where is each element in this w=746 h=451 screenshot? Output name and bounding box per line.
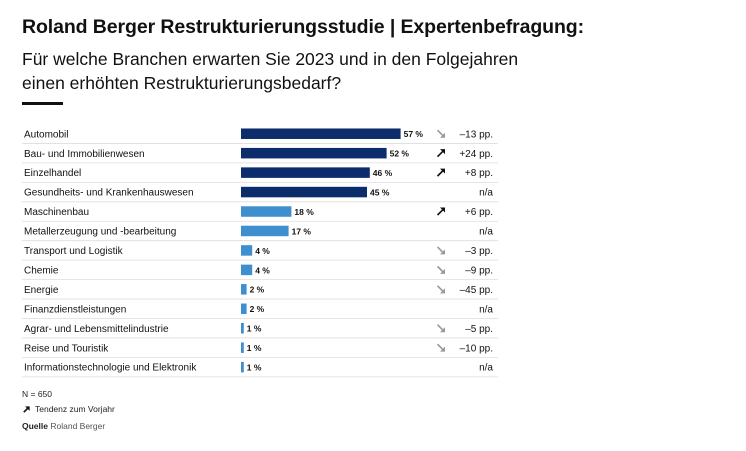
value-label: 18 % (294, 207, 314, 217)
value-label: 2 % (250, 304, 265, 314)
arrow-down-icon (436, 285, 445, 294)
arrow-down-icon (436, 246, 445, 255)
category-label: Einzelhandel (24, 168, 81, 179)
source-label: Quelle (22, 421, 48, 431)
category-label: Agrar- und Lebensmittelindustrie (24, 324, 169, 335)
category-label: Maschinenbau (24, 207, 89, 218)
arrow-down-icon (436, 129, 445, 138)
bar (241, 342, 244, 353)
arrow-up-icon (436, 207, 445, 216)
bar (241, 303, 247, 315)
value-label: 4 % (255, 265, 270, 275)
bar (241, 225, 289, 237)
value-label: 17 % (292, 226, 312, 236)
category-label: Bau- und Immobilienwesen (24, 149, 145, 160)
change-label: –3 pp. (465, 246, 493, 257)
bar (241, 128, 401, 139)
sample-size: N = 650 (22, 389, 53, 399)
arrow-down-icon (436, 343, 445, 352)
change-label: –9 pp. (465, 265, 493, 276)
category-label: Metallerzeugung und -bearbeitung (24, 227, 176, 238)
category-label: Chemie (24, 265, 59, 276)
change-label: n/a (479, 227, 493, 238)
bar (241, 322, 244, 334)
change-label: +6 pp. (465, 207, 493, 218)
value-label: 4 % (255, 246, 270, 256)
source-name: Roland Berger (50, 421, 106, 431)
bar (241, 245, 253, 256)
value-label: 45 % (370, 187, 390, 197)
value-label: 1 % (247, 363, 262, 373)
title-underline (22, 102, 63, 105)
bar (241, 186, 367, 198)
value-label: 1 % (247, 324, 262, 334)
arrow-up-icon (436, 149, 445, 158)
chart-title: Roland Berger Restrukturierungsstudie | … (22, 16, 584, 38)
bar (241, 284, 247, 295)
category-label: Energie (24, 285, 59, 296)
arrow-up-icon (23, 405, 30, 413)
arrow-down-icon (436, 324, 445, 333)
category-label: Reise und Touristik (24, 343, 109, 354)
value-label: 2 % (250, 285, 265, 295)
trend-legend: Tendenz zum Vorjahr (22, 404, 115, 414)
bar (241, 361, 244, 373)
subtitle-line-1: Für welche Branchen erwarten Sie 2023 un… (22, 49, 519, 69)
bar (241, 264, 253, 276)
change-label: –45 pp. (460, 285, 493, 296)
category-label: Gesundheits- und Krankenhauswesen (24, 188, 194, 199)
change-label: +8 pp. (465, 168, 493, 179)
value-label: 1 % (247, 343, 262, 353)
value-label: 57 % (404, 129, 424, 139)
change-label: n/a (479, 188, 493, 199)
arrow-down-icon (436, 265, 445, 274)
bar (241, 147, 387, 159)
bar (241, 167, 370, 178)
change-label: n/a (479, 304, 493, 315)
source-note: Quelle Roland Berger (22, 421, 105, 431)
change-label: n/a (479, 363, 493, 374)
category-label: Finanzdienstleistungen (24, 304, 126, 315)
chart-subtitle: Für welche Branchen erwarten Sie 2023 un… (22, 47, 662, 95)
category-label: Automobil (24, 129, 68, 140)
change-label: –13 pp. (460, 129, 493, 140)
subtitle-line-2: einen erhöhten Restrukturierungsbedarf? (22, 73, 342, 93)
arrow-up-icon (436, 168, 445, 177)
category-label: Informationstechnologie und Elektronik (24, 363, 197, 374)
change-label: –10 pp. (460, 343, 493, 354)
trend-legend-label: Tendenz zum Vorjahr (35, 404, 115, 414)
category-label: Transport und Logistik (24, 246, 124, 257)
value-label: 52 % (390, 149, 410, 159)
change-label: –5 pp. (465, 324, 493, 335)
bar (241, 206, 292, 217)
change-label: +24 pp. (459, 149, 493, 160)
value-label: 46 % (373, 168, 393, 178)
